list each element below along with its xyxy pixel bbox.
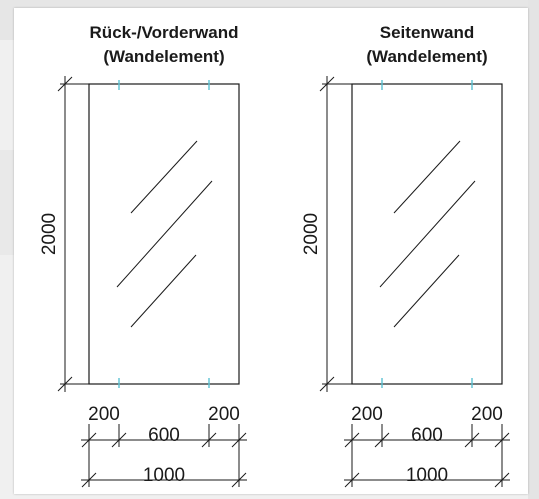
edge-dimension-row: 200 600 200 <box>81 404 247 448</box>
panel-title-line2: (Wandelement) <box>103 47 224 66</box>
panel-title-line1: Seitenwand <box>380 23 474 42</box>
edge-dimension-row: 200 600 200 <box>344 404 510 448</box>
drawing-card <box>14 8 528 494</box>
total-width-dimension: 1000 <box>344 440 510 488</box>
total-width-dimension-label: 1000 <box>143 465 185 486</box>
panel-title-line1: Rück-/Vorderwand <box>90 23 239 42</box>
panel-rueck-vorderwand: Rück-/Vorderwand (Wandelement) 2000 <box>39 23 247 488</box>
glass-panel-outline <box>88 83 240 385</box>
glass-reflection-icon <box>379 140 476 328</box>
edge-left-dimension-label: 200 <box>351 404 383 425</box>
middle-dimension-label: 600 <box>411 425 443 446</box>
middle-dimension-label: 600 <box>148 425 180 446</box>
height-dimension: 2000 <box>39 76 100 392</box>
edge-left-dimension-label: 200 <box>88 404 120 425</box>
total-width-dimension: 1000 <box>81 440 247 488</box>
edge-right-dimension-label: 200 <box>208 404 240 425</box>
height-dimension-label: 2000 <box>301 213 322 255</box>
glass-panel-outline <box>351 83 503 385</box>
panel-seitenwand: Seitenwand (Wandelement) 2000 <box>301 23 510 488</box>
edge-right-dimension-label: 200 <box>471 404 503 425</box>
mounting-markers <box>381 80 473 388</box>
total-width-dimension-label: 1000 <box>406 465 448 486</box>
height-dimension-label: 2000 <box>39 213 60 255</box>
glass-reflection-icon <box>116 140 213 328</box>
mounting-markers <box>118 80 210 388</box>
panel-title-line2: (Wandelement) <box>366 47 487 66</box>
height-dimension: 2000 <box>301 76 363 392</box>
scrollbar-track[interactable] <box>528 0 539 499</box>
